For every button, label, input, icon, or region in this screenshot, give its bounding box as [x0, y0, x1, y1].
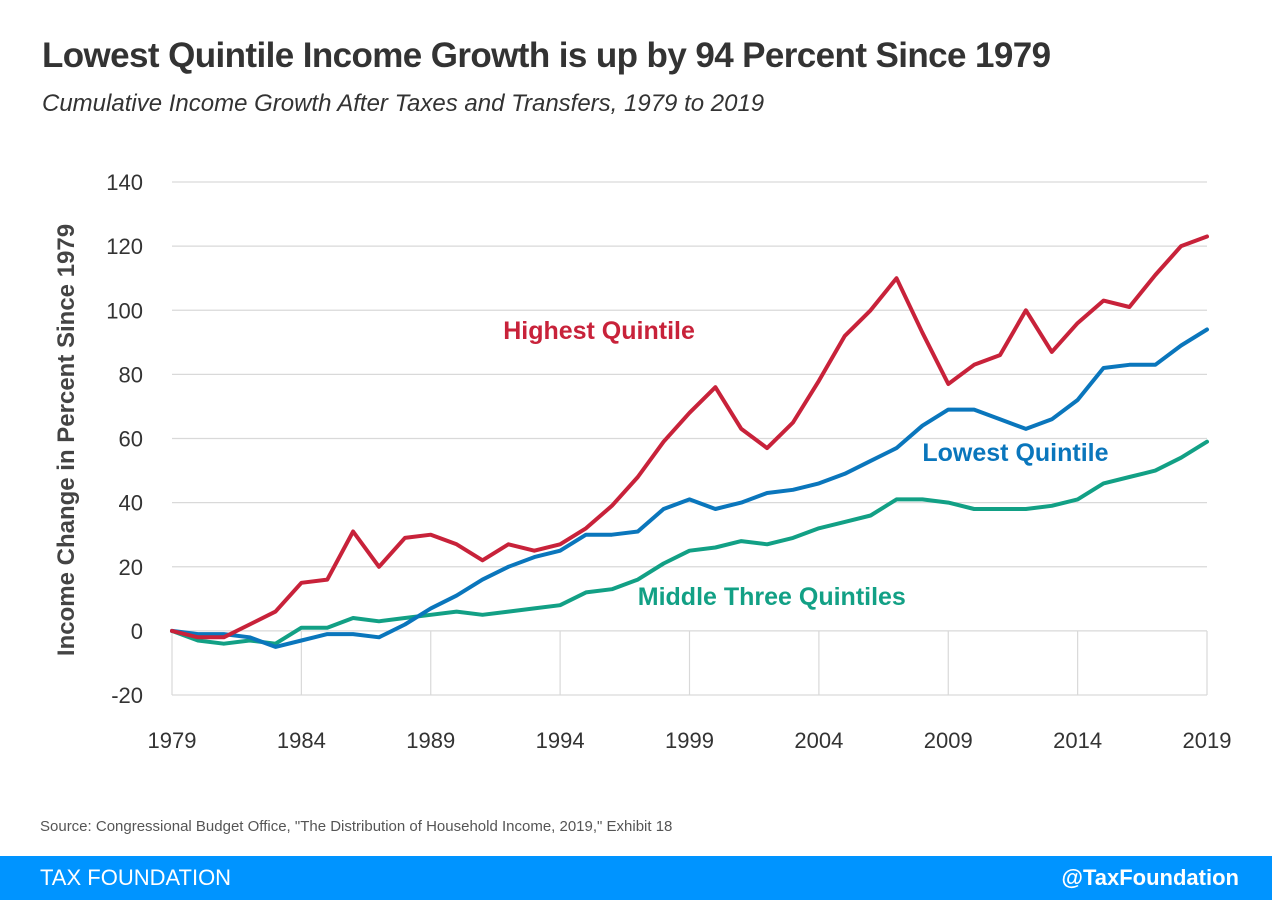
series-line-middle-three-quintiles	[170, 439, 1209, 646]
x-tick-label: 2004	[794, 728, 843, 753]
series-line-highest-quintile	[170, 234, 1209, 640]
y-tick-label: 80	[119, 362, 143, 387]
chart-title: Lowest Quintile Income Growth is up by 9…	[42, 36, 1051, 75]
brand-name: TAX FOUNDATION	[40, 865, 232, 890]
y-tick-label: -20	[111, 683, 143, 708]
y-tick-label: 20	[119, 555, 143, 580]
x-tick-label: 2014	[1053, 728, 1102, 753]
x-tick-label: 1979	[148, 728, 197, 753]
y-tick-label: 40	[119, 491, 143, 516]
x-tick-label: 1994	[536, 728, 585, 753]
x-tick-label: 1999	[665, 728, 714, 753]
source-note: Source: Congressional Budget Office, "Th…	[40, 818, 673, 835]
x-tick-label: 2009	[924, 728, 973, 753]
x-tick-labels: 1979 1984 1989 1994 1999 2004 2009 2014 2019	[148, 728, 1232, 753]
y-tick-label: 120	[106, 234, 143, 259]
series-label-highest-quintile: Highest Quintile	[503, 317, 695, 345]
series-labels: Highest Quintile Lowest Quintile Middle Th…	[503, 317, 1108, 611]
series-lines	[170, 234, 1209, 649]
y-tick-label: 0	[131, 619, 143, 644]
social-handle[interactable]: @TaxFoundation	[1061, 865, 1239, 890]
y-tick-labels: -20 0 20 40 60 80 100 120 140	[106, 170, 143, 708]
footer-bar: TAX FOUNDATION @TaxFoundation	[0, 856, 1272, 900]
y-tick-label: 140	[106, 170, 143, 195]
gridlines	[171, 181, 1208, 696]
y-tick-label: 100	[106, 298, 143, 323]
series-label-lowest-quintile: Lowest Quintile	[922, 439, 1108, 467]
x-tick-label: 2019	[1183, 728, 1232, 753]
y-axis-label: Income Change in Percent Since 1979	[53, 224, 80, 656]
series-label-middle-three-quintiles: Middle Three Quintiles	[638, 583, 906, 611]
y-tick-label: 60	[119, 427, 143, 452]
chart-subtitle: Cumulative Income Growth After Taxes and…	[42, 90, 765, 117]
x-tick-label: 1984	[277, 728, 326, 753]
series-line-lowest-quintile	[170, 327, 1209, 649]
x-tick-label: 1989	[406, 728, 455, 753]
